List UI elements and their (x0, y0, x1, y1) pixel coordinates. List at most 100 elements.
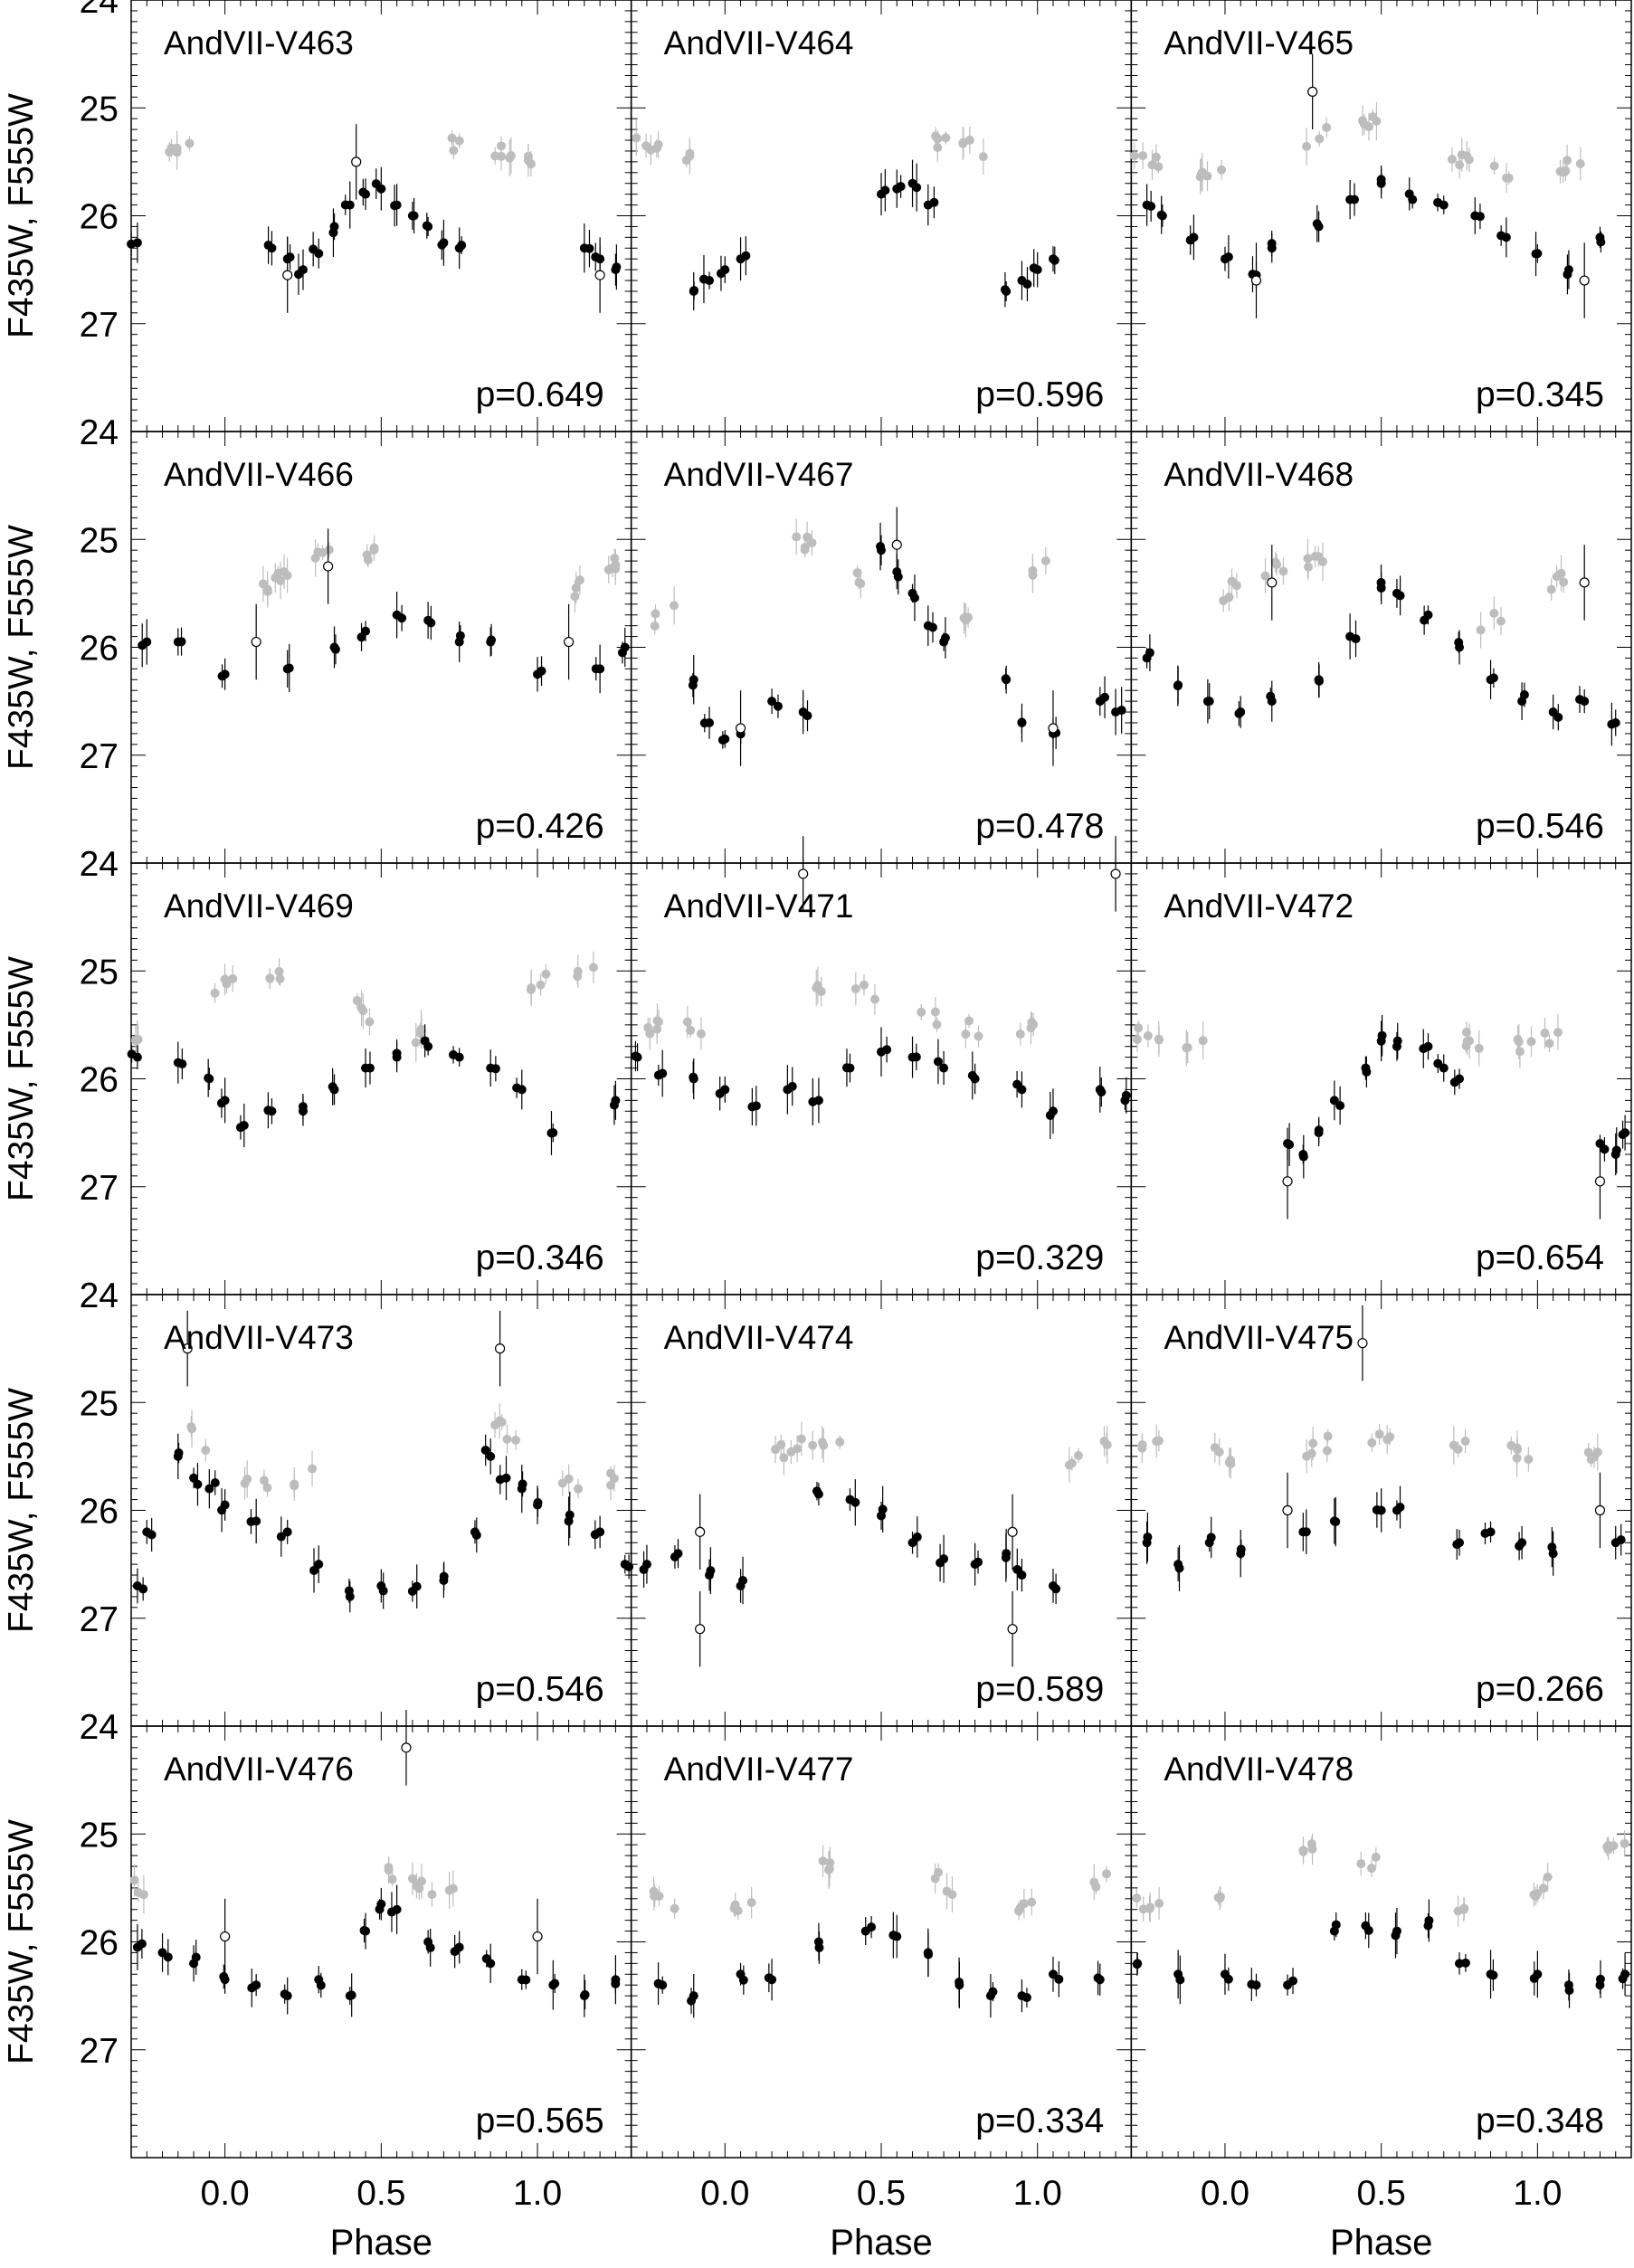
b-band-point (526, 159, 536, 169)
panel-frame (130, 1294, 632, 1727)
v-band-point (880, 185, 890, 195)
v-band-point (174, 1447, 184, 1457)
open-point (251, 636, 261, 648)
b-band-point (1460, 1437, 1470, 1447)
b-band-point (282, 571, 292, 581)
b-band-point (611, 560, 621, 570)
v-band-point (1234, 708, 1244, 718)
v-band-point (929, 197, 939, 207)
v-band-point (1529, 1973, 1539, 1983)
open-point (351, 157, 362, 167)
b-band-point (505, 153, 515, 163)
y-tick-label: 24 (80, 845, 119, 884)
v-band-point (699, 718, 709, 728)
b-band-point (1278, 566, 1288, 576)
v-band-point (204, 1484, 214, 1494)
v-band-point (1391, 1931, 1401, 1941)
v-band-point (1202, 697, 1212, 707)
b-band-point (1489, 608, 1499, 618)
v-band-point (631, 1051, 641, 1061)
v-band-point (409, 211, 419, 221)
b-band-point (1447, 154, 1457, 164)
v-band-point (936, 1558, 945, 1568)
b-band-point (746, 1898, 756, 1908)
v-band-point (455, 631, 465, 641)
b-band-point (1137, 1440, 1147, 1450)
v-band-point (1547, 1542, 1557, 1552)
v-band-point (698, 274, 708, 284)
v-band-point (1051, 1584, 1061, 1594)
v-band-point (487, 635, 497, 645)
v-band-point (309, 1565, 319, 1575)
x-axis-label: Phase (330, 2223, 432, 2263)
b-band-point (313, 547, 323, 557)
v-band-point (1298, 1152, 1308, 1162)
b-band-point (1227, 576, 1237, 586)
b-band-point (1458, 1904, 1468, 1914)
v-band-point (480, 1446, 490, 1456)
b-band-point (1538, 1884, 1548, 1893)
panel-andvii-v472: AndVII-V472 p=0.654 (1130, 862, 1632, 1295)
b-band-point (262, 586, 272, 596)
v-band-point (1475, 212, 1485, 222)
v-band-point (127, 1049, 137, 1059)
b-band-point (792, 532, 802, 542)
y-tick-label: 26 (80, 630, 119, 669)
b-band-point (869, 994, 879, 1004)
b-band-point (1543, 1872, 1553, 1882)
b-band-point (1357, 116, 1367, 126)
v-band-point (955, 1978, 964, 1988)
v-band-point (422, 221, 432, 231)
v-band-point (909, 593, 919, 603)
v-band-point (490, 1064, 500, 1074)
b-band-point (365, 1017, 375, 1027)
open-point (1579, 577, 1590, 588)
panel-frame (1130, 862, 1632, 1295)
v-band-point (1266, 691, 1276, 701)
v-band-point (1531, 249, 1541, 259)
v-band-point (687, 1996, 697, 2006)
v-band-point (425, 1942, 435, 1952)
v-band-point (328, 1082, 337, 1092)
period-label: p=0.266 (1476, 1670, 1604, 1709)
v-band-point (933, 1057, 943, 1067)
v-band-point (1618, 1130, 1628, 1140)
x-tick-label: 1.0 (513, 2174, 562, 2213)
b-band-point (133, 1035, 143, 1045)
b-band-point (1461, 1028, 1471, 1038)
v-band-point (927, 622, 937, 632)
b-band-point (228, 973, 238, 983)
v-band-point (138, 641, 147, 650)
panel-title: AndVII-V463 (164, 24, 354, 62)
b-band-point (352, 996, 362, 1006)
b-band-point (557, 1478, 567, 1488)
panel-title: AndVII-V467 (664, 456, 854, 493)
v-band-point (867, 1922, 877, 1932)
v-band-point (670, 1552, 679, 1561)
open-point (182, 1343, 193, 1354)
b-band-point (1138, 1904, 1148, 1914)
v-band-point (1611, 1145, 1621, 1155)
v-band-point (1050, 255, 1059, 265)
y-tick-label: 24 (80, 413, 119, 452)
open-point (282, 270, 293, 280)
b-band-point (1474, 1043, 1484, 1053)
v-band-point (1395, 591, 1405, 601)
b-band-point (259, 1476, 269, 1485)
period-label: p=0.329 (975, 1238, 1104, 1277)
b-band-point (356, 1003, 366, 1013)
v-band-point (550, 1979, 560, 1988)
v-band-point (611, 1979, 621, 1988)
b-band-point (1367, 1864, 1377, 1874)
v-band-point (1331, 1920, 1341, 1930)
b-band-point (606, 1480, 616, 1490)
v-band-point (1146, 202, 1156, 212)
period-label: p=0.546 (476, 1670, 604, 1709)
panel-andvii-v474: AndVII-V474 p=0.589 (630, 1294, 1133, 1727)
v-band-point (284, 663, 294, 673)
v-band-point (1424, 1915, 1434, 1925)
v-band-point (773, 701, 783, 711)
panel-andvii-v477: AndVII-V477 p=0.334 0.0 0.5 1.0 Phase (630, 1725, 1133, 2263)
b-band-point (652, 1024, 662, 1034)
b-band-point (1198, 1036, 1208, 1046)
